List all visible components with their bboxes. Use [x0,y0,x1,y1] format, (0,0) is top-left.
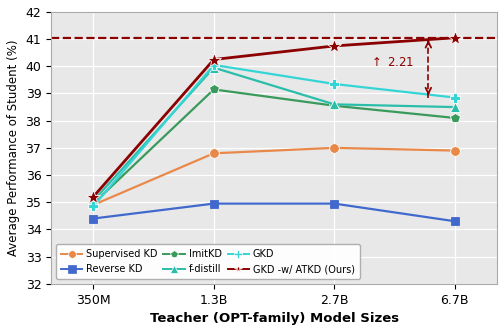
X-axis label: Teacher (OPT-family) Model Sizes: Teacher (OPT-family) Model Sizes [150,312,399,325]
Legend: Supervised KD, Reverse KD, ImitKD, f-distill, GKD, GKD -w/ ATKD (Ours): Supervised KD, Reverse KD, ImitKD, f-dis… [56,244,360,279]
Text: $\uparrow$ $\it{2.21}$: $\uparrow$ $\it{2.21}$ [369,56,414,69]
Y-axis label: Average Performance of Student (%): Average Performance of Student (%) [7,40,20,256]
